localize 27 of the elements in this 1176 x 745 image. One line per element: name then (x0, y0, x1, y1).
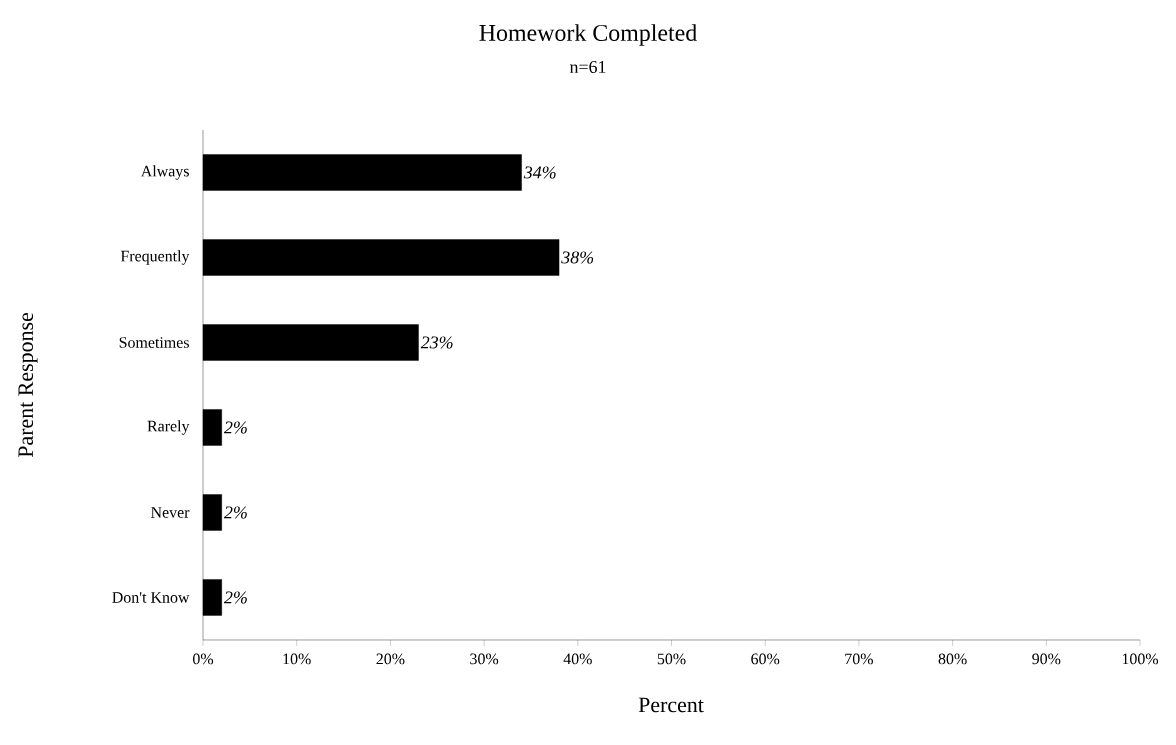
x-tick-label: 30% (470, 653, 499, 665)
x-axis-title: Percent (638, 697, 704, 713)
data-label: 23% (420, 336, 453, 349)
x-tick-label: 0% (192, 653, 214, 665)
y-tick-label: Rarely (147, 420, 190, 435)
x-tick-label: 40% (563, 653, 592, 665)
x-tick-label: 60% (751, 653, 780, 665)
x-tick-label: 50% (657, 653, 686, 665)
chart-subtitle: n=61 (569, 60, 606, 74)
data-label: 2% (223, 421, 247, 434)
x-tick-label: 90% (1032, 653, 1061, 665)
x-tick-label: 100% (1122, 653, 1159, 665)
x-tick-label: 20% (376, 653, 405, 665)
x-tick-label: 70% (845, 653, 873, 665)
y-tick-label: Never (151, 507, 190, 518)
x-tick-label: 80% (938, 653, 967, 665)
data-label: 2% (223, 591, 247, 604)
chart-title: Homework Completed (479, 24, 697, 46)
y-tick-label: Sometimes (119, 337, 189, 348)
data-label: 34% (523, 166, 556, 179)
data-label: 38% (561, 251, 594, 264)
y-tick-label: Don't Know (112, 592, 190, 603)
y-tick-label: Always (140, 165, 189, 180)
y-tick-label: Frequently (120, 250, 190, 265)
x-tick-label: 10% (283, 653, 311, 665)
data-label: 2% (223, 506, 247, 519)
y-axis-title: Parent Response (18, 313, 38, 458)
